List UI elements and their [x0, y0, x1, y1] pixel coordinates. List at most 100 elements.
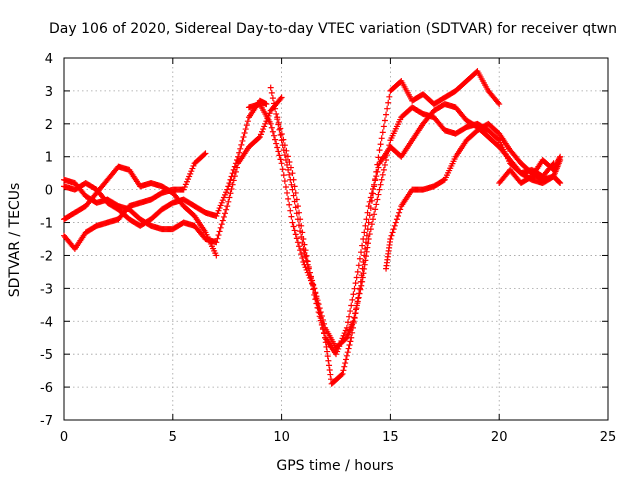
data-point	[367, 194, 374, 201]
data-point	[393, 216, 400, 223]
data-point	[348, 302, 355, 309]
data-point	[180, 186, 187, 193]
data-point	[190, 162, 197, 169]
data-point	[290, 223, 297, 230]
data-point	[228, 173, 235, 180]
data-point	[354, 268, 361, 275]
data-point	[281, 142, 288, 149]
data-point	[242, 126, 249, 133]
y-tick-label: 0	[45, 184, 53, 199]
data-point	[341, 330, 348, 337]
data-point	[277, 156, 284, 163]
data-point	[388, 232, 395, 239]
data-point	[213, 212, 220, 219]
data-point	[232, 160, 239, 167]
data-point	[391, 222, 398, 229]
data-point	[371, 181, 378, 188]
data-point	[314, 304, 321, 311]
data-point	[373, 201, 380, 208]
data-point	[216, 205, 223, 212]
data-point	[381, 161, 388, 168]
data-point	[350, 291, 357, 298]
data-point	[344, 319, 351, 326]
data-point	[220, 213, 227, 220]
data-point	[550, 166, 557, 173]
data-point	[369, 216, 376, 223]
data-points	[61, 68, 564, 387]
data-point	[313, 300, 320, 307]
data-point	[353, 302, 360, 309]
data-point	[555, 157, 562, 164]
data-point	[231, 163, 238, 170]
data-point	[346, 313, 353, 320]
data-point	[261, 123, 268, 130]
data-point	[554, 158, 561, 165]
y-axis-label: SDTVAR / TECUs	[7, 183, 23, 298]
data-point	[300, 236, 307, 242]
data-point	[298, 251, 305, 258]
data-point	[278, 160, 285, 167]
y-tick-label: -1	[40, 217, 53, 232]
data-point	[339, 335, 346, 342]
x-tick-label: 10	[273, 430, 290, 445]
data-point	[269, 128, 276, 135]
data-point	[351, 285, 358, 292]
data-point	[229, 170, 236, 177]
data-point	[225, 183, 232, 190]
data-point	[338, 371, 345, 378]
data-point	[361, 229, 368, 236]
data-point	[268, 124, 275, 131]
data-point	[556, 155, 563, 162]
data-point	[338, 338, 345, 345]
data-point	[227, 190, 234, 197]
data-point	[355, 262, 362, 269]
data-point	[340, 367, 347, 374]
data-point	[342, 360, 349, 367]
data-point	[557, 180, 564, 187]
data-point	[298, 222, 305, 229]
data-point	[360, 270, 367, 277]
data-point	[227, 176, 234, 183]
data-point	[311, 291, 318, 298]
data-point	[189, 165, 196, 172]
data-point	[297, 247, 304, 254]
data-point	[230, 177, 237, 184]
data-point	[286, 158, 293, 165]
data-point	[311, 285, 318, 292]
x-tick-label: 0	[60, 430, 68, 445]
data-point	[363, 216, 370, 223]
data-point	[272, 136, 279, 143]
data-point	[377, 141, 384, 148]
data-point	[340, 332, 347, 339]
data-point	[309, 280, 316, 287]
data-point	[289, 219, 296, 226]
data-point	[215, 232, 222, 239]
data-point	[278, 94, 285, 101]
data-point	[551, 165, 558, 172]
data-point	[294, 203, 301, 210]
data-point	[218, 199, 225, 206]
data-point	[557, 153, 564, 160]
data-point	[351, 314, 358, 321]
data-point	[269, 95, 276, 102]
data-point	[344, 349, 351, 356]
data-point	[222, 191, 229, 198]
data-point	[276, 126, 283, 133]
data-point	[326, 362, 333, 369]
data-point	[223, 189, 230, 196]
data-point	[366, 198, 373, 205]
data-point	[360, 236, 367, 242]
data-point	[361, 265, 368, 272]
data-point	[352, 310, 359, 317]
data-point	[333, 351, 339, 358]
data-point	[327, 376, 334, 383]
data-point	[324, 353, 331, 360]
data-point	[187, 170, 194, 177]
data-point	[389, 229, 396, 236]
data-point	[555, 178, 562, 185]
data-point	[240, 133, 247, 140]
data-point	[237, 145, 244, 152]
data-point	[256, 133, 263, 140]
data-point	[217, 202, 224, 209]
data-point	[380, 123, 387, 130]
